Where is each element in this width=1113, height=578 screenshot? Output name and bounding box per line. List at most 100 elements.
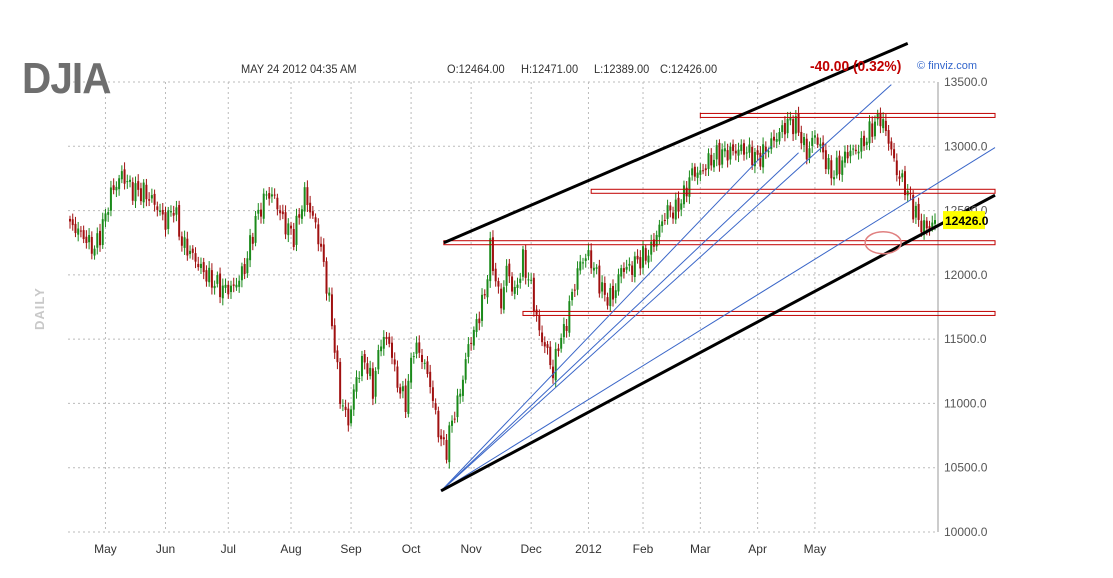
candle-body <box>232 284 235 286</box>
candle-body <box>762 144 765 168</box>
candle-body <box>224 284 227 288</box>
candle-body <box>838 155 841 175</box>
candle-body <box>276 197 279 210</box>
candle-body <box>197 263 200 268</box>
candle-body <box>931 222 934 229</box>
brand-link[interactable]: © finviz.com <box>917 60 978 72</box>
candle-body <box>778 132 781 142</box>
candle-body <box>366 363 369 374</box>
candle-body <box>355 377 358 392</box>
candle-body <box>824 150 827 170</box>
candle-body <box>669 205 672 211</box>
candle-body <box>246 258 249 274</box>
candle-body <box>854 149 857 152</box>
candle-body <box>472 329 475 346</box>
candle-body <box>622 268 625 272</box>
candle-body <box>677 197 680 212</box>
candle-body <box>800 131 803 144</box>
candle-body <box>292 229 295 247</box>
candle-body <box>281 211 284 215</box>
candle-body <box>107 212 110 215</box>
trend-overlays <box>440 42 996 493</box>
candle-body <box>123 169 126 184</box>
candle-body <box>461 379 464 396</box>
candle-body <box>300 209 303 219</box>
candle-body <box>625 266 628 270</box>
candle-body <box>652 239 655 247</box>
quote-high: H:12471.00 <box>521 62 579 76</box>
candle-body <box>781 125 784 132</box>
candle-body <box>134 183 137 202</box>
candle-body <box>431 387 434 401</box>
x-tick-label: Jul <box>221 542 236 556</box>
candle-body <box>77 228 80 235</box>
candle-body <box>325 261 328 294</box>
candle-body <box>614 290 617 298</box>
candle-body <box>153 193 156 205</box>
candle-body <box>491 237 494 272</box>
candle-body <box>792 119 795 135</box>
candle-body <box>328 292 331 296</box>
candle-body <box>440 435 443 440</box>
candle-body <box>453 418 456 420</box>
candle-body <box>284 212 287 235</box>
candle-body <box>390 342 393 358</box>
candle-body <box>895 160 898 176</box>
candle-body <box>770 138 773 150</box>
candle-body <box>606 297 609 306</box>
candle-body <box>227 284 230 295</box>
candle-body <box>830 160 833 179</box>
candle-body <box>879 112 882 127</box>
candle-body <box>434 403 437 410</box>
candle-body <box>442 437 445 440</box>
candle-body <box>257 209 260 214</box>
candle-body <box>524 249 527 278</box>
candle-body <box>265 194 268 196</box>
candle-body <box>579 261 582 271</box>
candle-body <box>759 152 762 167</box>
candle-body <box>633 256 636 277</box>
candle-body <box>650 241 653 255</box>
candle-body <box>803 136 806 146</box>
candle-body <box>764 146 767 152</box>
candle-body <box>311 211 314 216</box>
candle-body <box>917 203 920 220</box>
candle-body <box>85 236 88 243</box>
candle-body <box>93 248 96 256</box>
candle-body <box>865 141 868 145</box>
candle-body <box>723 148 726 152</box>
candle-body <box>396 366 399 388</box>
candle-body <box>183 237 186 248</box>
candle-body <box>532 277 535 312</box>
candle-body <box>470 342 473 344</box>
candle-body <box>290 225 293 229</box>
candle-body <box>639 257 642 269</box>
candle-body <box>339 361 342 404</box>
candle-body <box>483 294 486 296</box>
candle-body <box>456 395 459 418</box>
last-price-label: 12426.0 <box>945 214 989 228</box>
candle-body <box>721 149 724 165</box>
candle-body <box>702 170 705 172</box>
candle-body <box>186 238 189 256</box>
candle-body <box>628 263 631 266</box>
candle-body <box>320 243 323 247</box>
fan-line <box>440 152 799 492</box>
candle-body <box>732 144 735 151</box>
candle-body <box>464 359 467 380</box>
candle-body <box>322 244 325 262</box>
candle-body <box>726 150 729 161</box>
quote-datetime: MAY 24 2012 04:35 AM <box>241 62 357 76</box>
candle-body <box>268 193 271 199</box>
candle-body <box>617 274 620 292</box>
candle-body <box>887 130 890 144</box>
channel-lower-line <box>440 193 996 493</box>
y-tick-label: 12000.0 <box>944 268 988 282</box>
horizontal-level <box>699 112 996 118</box>
candle-body <box>849 150 852 157</box>
candle-body <box>238 280 241 287</box>
candle-body <box>303 187 306 212</box>
candle-body <box>699 170 702 175</box>
candle-body <box>898 176 901 179</box>
candle-body <box>882 119 885 129</box>
